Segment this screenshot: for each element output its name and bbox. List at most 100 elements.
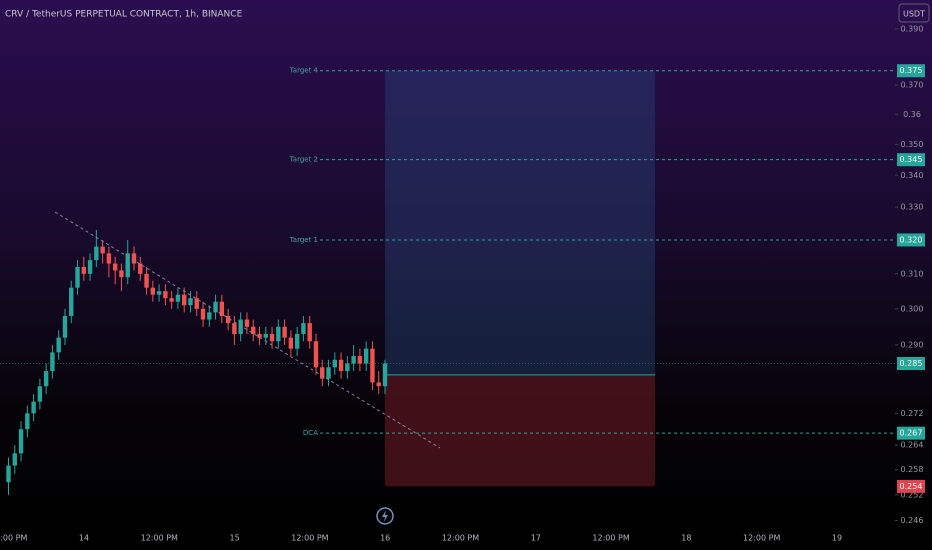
y-tick-label: 0.258 <box>901 465 924 474</box>
candle-body <box>112 263 118 271</box>
profit-zone <box>385 70 655 375</box>
candle-body <box>87 260 93 274</box>
candle-body <box>338 359 344 372</box>
candle-body <box>100 246 105 254</box>
level-price-box <box>897 233 925 247</box>
y-tick-label: 0.340 <box>901 171 924 180</box>
candle-body <box>43 371 49 387</box>
candle-body <box>94 246 99 261</box>
candle-body <box>376 382 381 387</box>
candle-body <box>119 270 124 278</box>
currency-button[interactable] <box>898 3 930 23</box>
candle-body <box>106 253 112 264</box>
candle-body <box>345 363 350 372</box>
x-tick-label: 18 <box>681 534 691 543</box>
level-price-label: 0.375 <box>900 66 923 75</box>
y-tick-label: 0.36 <box>903 110 921 119</box>
candle-body <box>188 298 193 306</box>
candle-body <box>169 298 174 302</box>
candle-body <box>6 465 11 483</box>
candle-body <box>332 359 337 368</box>
candle-body <box>194 298 199 309</box>
candle-body <box>150 287 156 295</box>
candle-body <box>125 253 130 278</box>
y-tick-label: 0.252 <box>901 490 924 499</box>
level-price-label: 0.345 <box>900 155 923 164</box>
candle-body <box>182 294 187 306</box>
x-tick-label: 12:00 PM <box>291 534 328 543</box>
x-tick-label: 16 <box>380 534 390 543</box>
candle-body <box>25 413 30 430</box>
level-price-label: 0.267 <box>900 429 923 438</box>
candle-body <box>144 273 149 288</box>
y-tick-label: 0.264 <box>901 441 924 450</box>
x-tick-label: 12:00 PM <box>141 534 178 543</box>
candle-body <box>326 367 331 379</box>
candle-body <box>138 263 143 274</box>
level-price-box <box>897 153 925 167</box>
candle-body <box>12 453 17 466</box>
x-tick-label: 12:00 PM <box>442 534 479 543</box>
level-price-box <box>897 426 925 440</box>
candle-body <box>257 333 262 338</box>
candle-body <box>370 348 375 383</box>
y-tick-label: 0.300 <box>901 304 924 313</box>
replay-icon[interactable] <box>376 507 394 525</box>
level-label: DCA <box>303 429 318 437</box>
candle-body <box>263 333 268 338</box>
candle-body <box>213 301 218 313</box>
y-tick-label: 0.370 <box>901 81 924 90</box>
candle-body <box>307 323 312 342</box>
candle-body <box>50 352 55 372</box>
level-label: Target 1 <box>289 236 318 244</box>
y-tick-label: 0.290 <box>901 340 924 349</box>
currency-label[interactable]: USDT <box>903 10 925 19</box>
y-tick-label: 0.246 <box>901 516 924 525</box>
candle-body <box>269 333 275 342</box>
x-tick-label: 14 <box>79 534 89 543</box>
candle-body <box>175 294 181 302</box>
candle-body <box>288 337 294 349</box>
level-label: Target 4 <box>289 67 319 75</box>
candle-body <box>282 326 287 338</box>
candle-body <box>31 401 36 414</box>
candle-body <box>75 266 80 288</box>
candle-body <box>251 326 256 334</box>
y-tick-label: 0.272 <box>901 409 924 418</box>
x-tick-label: 15 <box>230 534 240 543</box>
candle-body <box>200 308 206 320</box>
candle-body <box>294 333 300 349</box>
replay-bolt <box>382 510 388 522</box>
candle-body <box>37 386 43 402</box>
y-tick-label: 0.310 <box>901 269 924 278</box>
candle-body <box>357 356 363 364</box>
level-label: Target 2 <box>289 156 318 164</box>
candle-body <box>81 266 86 274</box>
candle-body <box>313 341 319 368</box>
candle-body <box>351 356 356 364</box>
x-tick-label: 12:00 PM <box>592 534 629 543</box>
candle-body <box>276 326 281 342</box>
candle-body <box>382 363 388 387</box>
candle-body <box>131 253 137 264</box>
stop-price-label: 0.254 <box>900 482 923 491</box>
x-tick-label: 19 <box>832 534 842 543</box>
x-tick-label: 17 <box>531 534 541 543</box>
y-tick-label: 0.330 <box>901 203 924 212</box>
candle-body <box>238 319 243 334</box>
candle-body <box>156 291 162 295</box>
y-tick-label: 0.350 <box>901 140 924 149</box>
candle-body <box>163 291 168 299</box>
x-tick-label: 12:00 PM <box>743 534 780 543</box>
candle-body <box>244 319 250 327</box>
x-tick-label: 12:00 PM <box>0 534 27 543</box>
candle-body <box>225 315 231 324</box>
candle-body <box>363 348 369 364</box>
stop-price-box <box>897 479 925 493</box>
level-price-box <box>897 64 925 78</box>
candle-body <box>232 323 237 334</box>
candle-body <box>219 301 225 316</box>
candle-body <box>62 315 68 338</box>
candle-body <box>320 367 325 379</box>
